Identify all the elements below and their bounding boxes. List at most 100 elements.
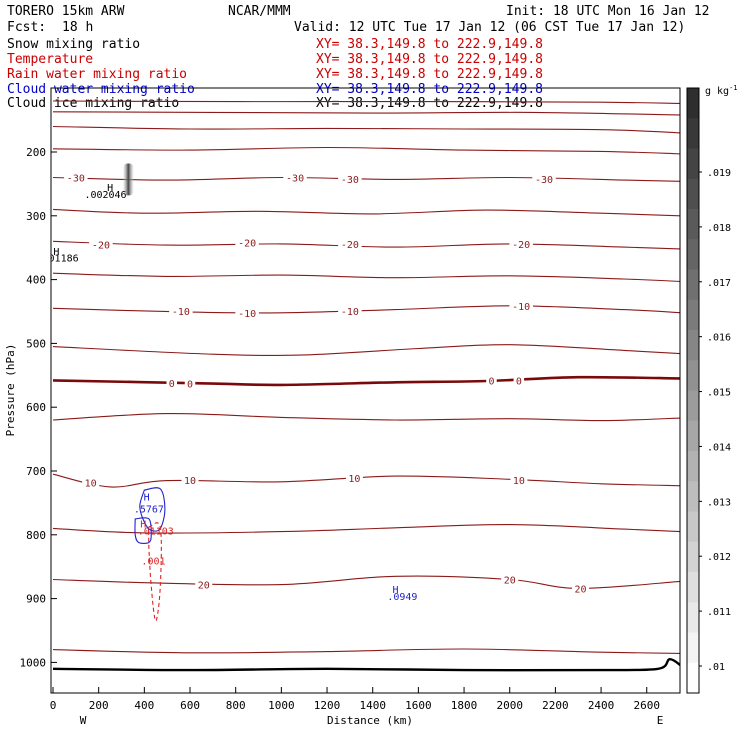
isotherm-label: 10 xyxy=(85,478,97,489)
isotherm-label-bg xyxy=(486,374,497,387)
field-xy-cloud-ice: XY= 38.3,149.8 to 222.9,149.8 xyxy=(316,96,543,111)
isotherm-label: -10 xyxy=(341,307,359,318)
isotherm-lines xyxy=(52,100,680,655)
forecast-hours: 18 h xyxy=(62,20,93,35)
isotherm-label: 10 xyxy=(348,474,360,485)
isotherm-label-bg xyxy=(235,236,259,249)
x-tick-label: 400 xyxy=(134,699,154,712)
isotherm-line xyxy=(52,208,680,217)
extremum-label: H xyxy=(393,585,399,596)
colorbar: .01 .011 .012 .013 .014 .015 .016 .017 .018 .019 xyxy=(686,87,731,694)
isotherm-label: 20 xyxy=(574,584,586,595)
x-axis: 0 200 400 600 800 1000 1200 1400 1600 1800 2000 220… xyxy=(50,687,660,712)
colorbar-tick-label: .018 xyxy=(707,223,731,234)
isotherm-line xyxy=(52,146,680,155)
isotherm-label: 10 xyxy=(184,476,196,487)
field-name-snow: Snow mixing ratio xyxy=(7,37,140,52)
isotherm-label-bg xyxy=(283,171,307,184)
colorbar-segment xyxy=(687,511,699,543)
isotherm-label: -10 xyxy=(512,302,530,313)
forecast-label: Fcst: xyxy=(7,20,46,35)
colorbar-segment xyxy=(687,572,699,603)
plot-frame xyxy=(50,87,681,694)
y-tick-label: 200 xyxy=(26,146,46,159)
extremum-label: .5767 xyxy=(134,505,164,516)
snow-maximum-shading xyxy=(123,163,134,196)
extremum-label: H xyxy=(53,247,59,258)
field-name-rain: Rain water mixing ratio xyxy=(7,67,187,82)
x-tick-label: 200 xyxy=(89,699,109,712)
colorbar-segment xyxy=(687,541,699,573)
isotherm-label: 0 xyxy=(516,376,522,387)
x-tick-label: 1800 xyxy=(451,699,478,712)
terrain-line xyxy=(52,658,680,672)
x-tick-label: 2600 xyxy=(633,699,660,712)
moisture-contours xyxy=(52,163,680,672)
colorbar-segment xyxy=(687,602,699,633)
isotherm-label-bg xyxy=(572,582,590,595)
isotherm-label-bg xyxy=(64,171,88,184)
colorbar-units: g kg-1 xyxy=(705,84,738,97)
extremum-label: H xyxy=(140,519,146,530)
isotherm-label: 20 xyxy=(504,575,516,586)
contour-labels: -30 -30 -30 -30 -20 -20 -20 -20 -10 -10 -10 -10 0 0 0 0… xyxy=(36,171,590,603)
colorbar-segment xyxy=(687,269,699,301)
isotherm-label-bg xyxy=(510,473,528,486)
x-tick-label: 800 xyxy=(226,699,246,712)
colorbar-frame xyxy=(686,87,700,694)
y-tick-label: 500 xyxy=(26,337,46,350)
rain-water-contour xyxy=(148,522,162,622)
x-tick-label: 2000 xyxy=(496,699,523,712)
y-tick-label: 1000 xyxy=(20,656,47,669)
isotherm-line xyxy=(52,648,680,655)
x-tick-label: 1600 xyxy=(405,699,432,712)
colorbar-tick-label: .014 xyxy=(707,442,731,453)
colorbar-segment xyxy=(687,299,699,331)
isotherm-label-bg xyxy=(184,377,196,390)
isotherm-line xyxy=(52,272,680,283)
isotherm-label-bg xyxy=(82,476,100,489)
colorbar-tick-label: .019 xyxy=(707,168,731,179)
colorbar-tick-label: .013 xyxy=(707,497,731,508)
isotherm-line xyxy=(52,344,680,356)
isotherm-line xyxy=(52,375,680,387)
colorbar-tick-label: .011 xyxy=(707,607,731,618)
isotherm-line xyxy=(52,524,680,534)
isotherm-label: -10 xyxy=(172,307,190,318)
init-time: Init: 18 UTC Mon 16 Jan 12 xyxy=(506,4,710,19)
x-tick-label: 2200 xyxy=(542,699,569,712)
colorbar-segment xyxy=(687,148,699,180)
isotherm-label: -20 xyxy=(92,241,110,252)
colorbar-segment xyxy=(687,632,699,664)
model-name: TORERO 15km ARW xyxy=(7,4,125,19)
x-tick-label: 1000 xyxy=(268,699,295,712)
isotherm-label: -30 xyxy=(535,175,553,186)
plot-layer: -30 -30 -30 -30 -20 -20 -20 -20 -10 -10 -10 -10 0 0 0 0… xyxy=(36,100,680,672)
isotherm-line xyxy=(52,305,680,314)
extremum-label: .01103 xyxy=(138,526,174,537)
colorbar-tick-label: .01 xyxy=(707,662,725,673)
isotherm-label: -20 xyxy=(238,239,256,250)
isotherm-label: 0 xyxy=(187,380,193,391)
colorbar-segment xyxy=(687,481,699,512)
colorbar-tick-label: .017 xyxy=(707,278,731,289)
isotherm-label-bg xyxy=(532,172,556,185)
y-axis-title: Pressure (hPa) xyxy=(4,344,17,437)
y-tick-label: 700 xyxy=(26,465,46,478)
isotherm-label-bg xyxy=(169,304,193,317)
isotherm-label-bg xyxy=(513,374,525,387)
y-tick-label: 600 xyxy=(26,401,46,414)
isotherm-label-bg xyxy=(89,238,113,251)
extremum-label: .0949 xyxy=(387,592,417,603)
extremum-label: .001186 xyxy=(36,253,78,264)
isotherm-label-bg xyxy=(195,578,213,591)
colorbar-segment xyxy=(687,390,699,422)
x-axis-title: Distance (km) xyxy=(327,714,413,727)
field-xy-snow: XY= 38.3,149.8 to 222.9,149.8 xyxy=(316,37,543,52)
colorbar-segment xyxy=(687,451,699,482)
field-xy-cloud-water: XY= 38.3,149.8 to 222.9,149.8 xyxy=(316,82,543,97)
colorbar-tick-label: .016 xyxy=(707,333,731,344)
isotherm-label: 20 xyxy=(198,581,210,592)
isotherm-label: -20 xyxy=(512,240,530,251)
